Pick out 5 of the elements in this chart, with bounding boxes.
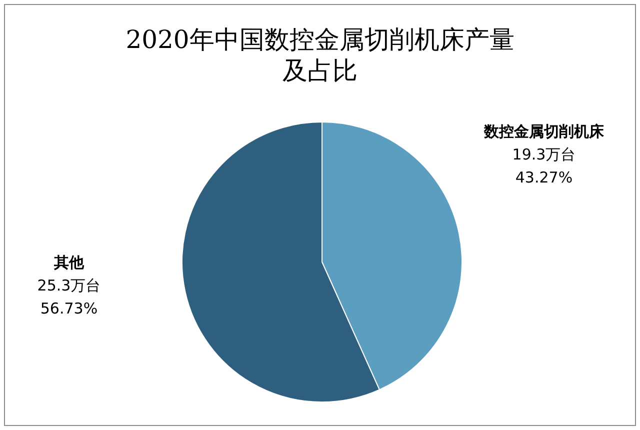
data-label: 25.3万台 56.73% (37, 276, 101, 318)
slice-label: 其他 (53, 253, 85, 272)
data-label: 19.3万台 43.27% (512, 146, 576, 187)
title: 2020年中国数控金属切削机床产量及占比 (126, 25, 514, 85)
slice-label: 数控金属切削机床 (483, 122, 605, 141)
